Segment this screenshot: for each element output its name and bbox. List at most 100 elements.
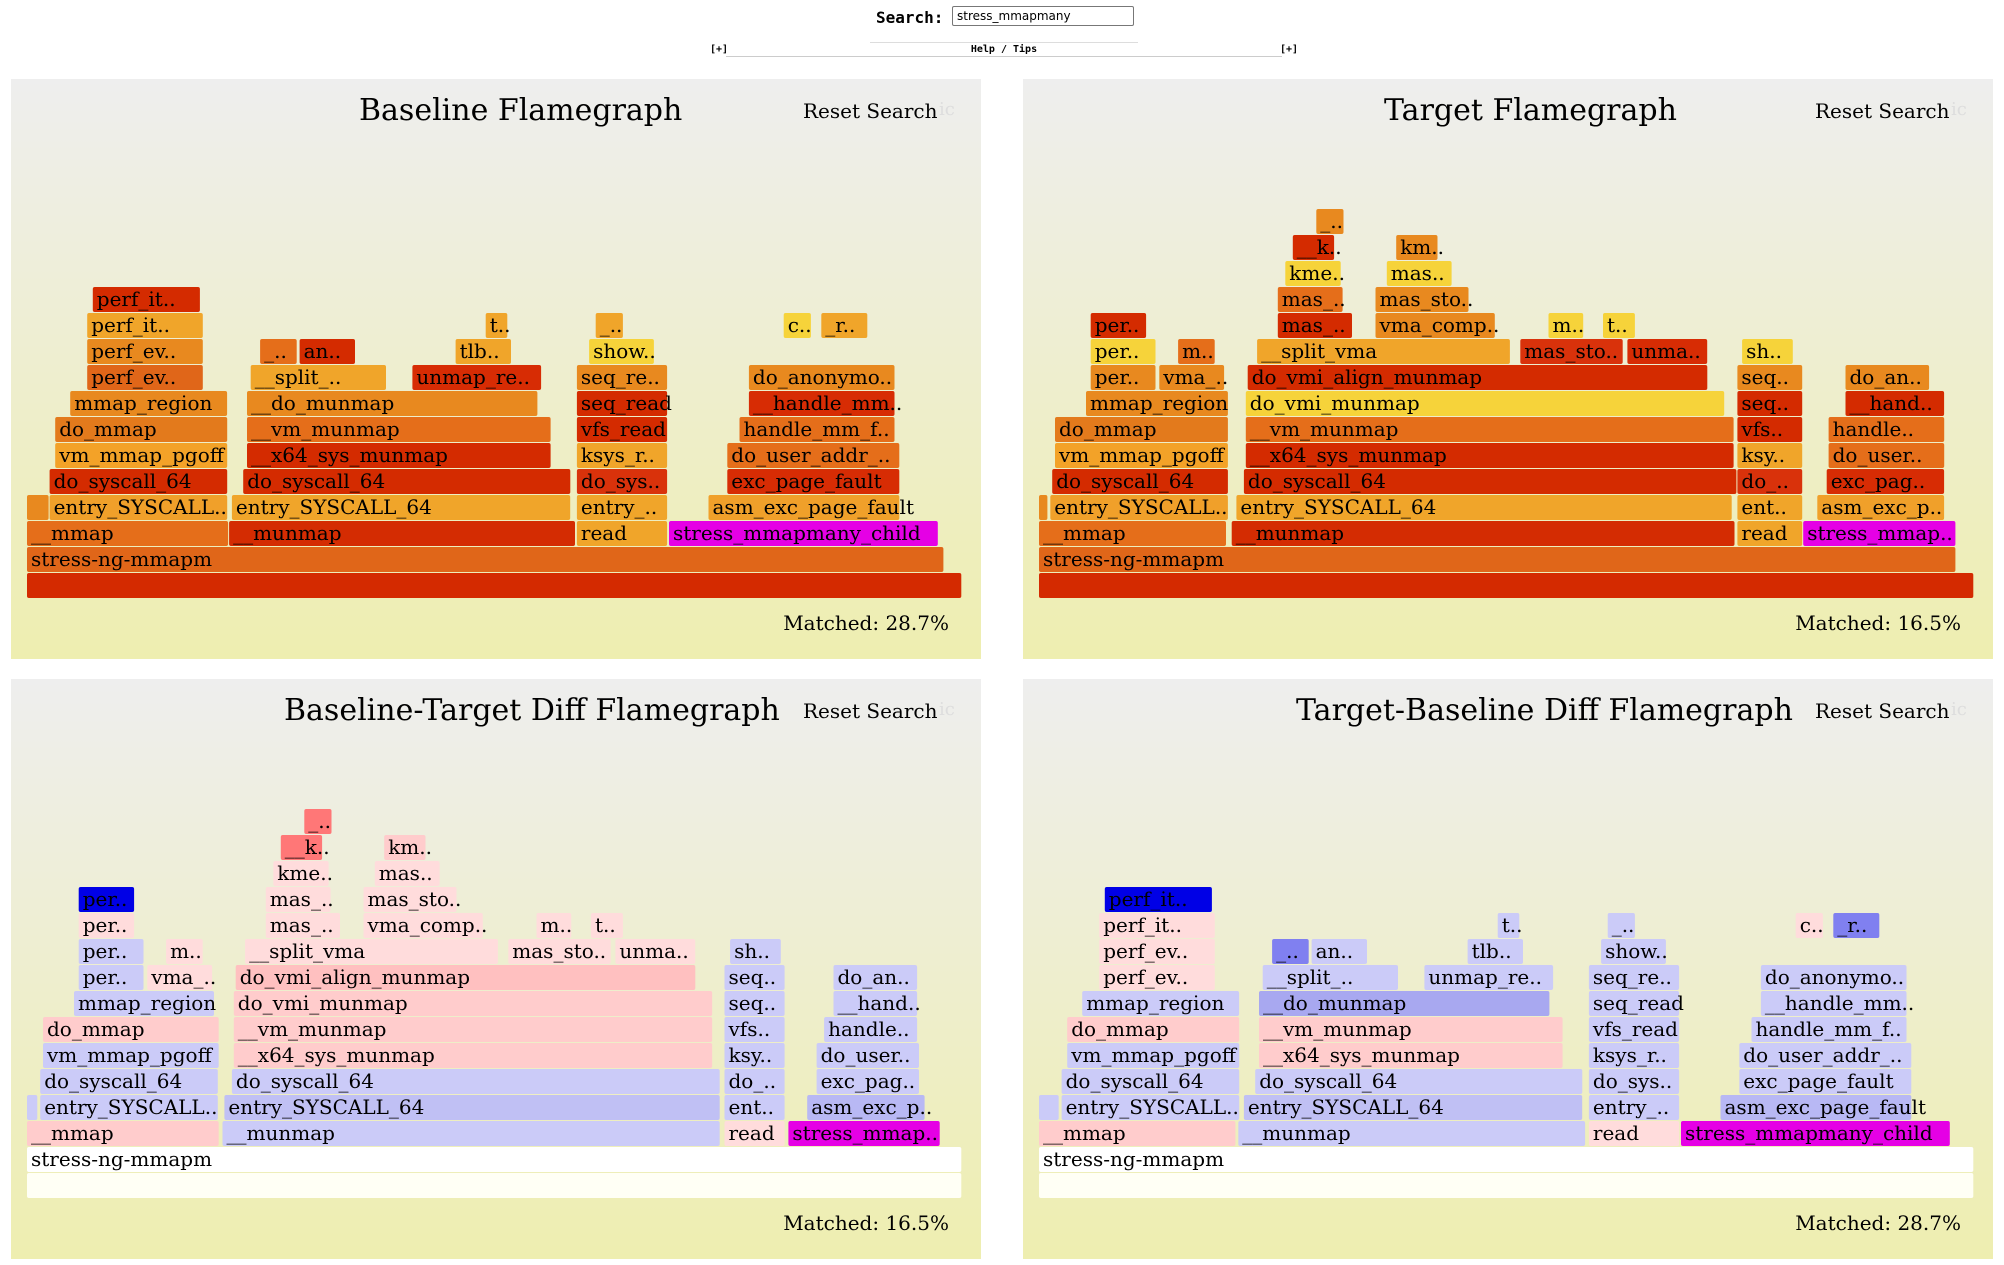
frame-rect[interactable] [1828, 417, 1945, 442]
frame[interactable]: do_user_addr_.. [1739, 1043, 1912, 1068]
frame-rect[interactable] [576, 521, 668, 546]
frame-rect[interactable] [27, 573, 962, 598]
frame-rect[interactable] [748, 365, 895, 390]
frame[interactable]: __mmap [27, 1121, 219, 1146]
frame-rect[interactable] [1424, 965, 1554, 990]
frame-rect[interactable] [243, 469, 571, 494]
frame[interactable]: __do_munmap [247, 391, 538, 416]
frame[interactable]: perf_ev.. [1099, 965, 1215, 990]
frame[interactable]: do_an.. [833, 965, 918, 990]
frame[interactable]: _r.. [821, 313, 868, 338]
frame[interactable]: read [1737, 521, 1803, 546]
frame[interactable]: seq_read [576, 391, 672, 416]
frame-rect[interactable] [78, 939, 144, 964]
frame[interactable]: do_anonymo.. [1760, 965, 1907, 990]
frame-rect[interactable] [247, 391, 538, 416]
frame-rect[interactable] [1737, 521, 1803, 546]
frame[interactable]: km.. [384, 835, 432, 860]
frame[interactable]: per.. [78, 939, 144, 964]
frame-rect[interactable] [1681, 1121, 1950, 1146]
frame[interactable]: do_anonymo.. [748, 365, 895, 390]
frame[interactable]: __x64_sys_munmap [233, 1043, 713, 1068]
reset-search-button[interactable]: Reset Search [1815, 699, 1950, 723]
frame[interactable]: km.. [1396, 235, 1444, 260]
frame[interactable]: __split_.. [1262, 965, 1398, 990]
frame[interactable]: do_syscall_64 [40, 1069, 218, 1094]
frame[interactable]: __vm_munmap [1245, 417, 1734, 442]
frame-rect[interactable] [1262, 965, 1398, 990]
frame-rect[interactable] [485, 313, 508, 338]
frame-rect[interactable] [27, 521, 229, 546]
frame-rect[interactable] [724, 1095, 785, 1120]
frame-rect[interactable] [147, 965, 213, 990]
frame[interactable]: do_user.. [1828, 443, 1945, 468]
frame[interactable]: __mmap [1039, 1121, 1236, 1146]
frame-rect[interactable] [1497, 913, 1520, 938]
frame-rect[interactable] [1803, 521, 1956, 546]
frame[interactable]: __split_vma [245, 939, 498, 964]
frame[interactable]: m.. [1548, 313, 1585, 338]
frame-rect[interactable] [78, 913, 135, 938]
frame[interactable]: read [724, 1121, 785, 1146]
frame[interactable]: ent.. [724, 1095, 785, 1120]
frame-rect[interactable] [304, 809, 332, 834]
frame[interactable]: __vm_munmap [1259, 1017, 1563, 1042]
frame[interactable]: exc_pag.. [1826, 469, 1945, 494]
frame-rect[interactable] [576, 365, 668, 390]
frame-rect[interactable] [1601, 939, 1666, 964]
frame[interactable]: __munmap [229, 521, 575, 546]
frame-rect[interactable] [49, 469, 228, 494]
frame-rect[interactable] [727, 443, 900, 468]
frame[interactable]: __x64_sys_munmap [247, 443, 551, 468]
frame[interactable]: per.. [1090, 365, 1156, 390]
frame[interactable]: stress_mmapmany_child [669, 521, 938, 546]
frame-rect[interactable] [724, 965, 785, 990]
frame-rect[interactable] [55, 443, 228, 468]
frame[interactable]: asm_exc_page_fault [1720, 1095, 1926, 1120]
frame[interactable]: vma_comp.. [1375, 313, 1500, 338]
frame[interactable]: entry_SYSCALL.. [40, 1095, 218, 1120]
frame-rect[interactable] [1588, 991, 1680, 1016]
frame-rect[interactable] [1247, 365, 1708, 390]
frame[interactable]: stress-ng-mmapm [1039, 1147, 1974, 1172]
frame-rect[interactable] [1607, 913, 1635, 938]
ic-toggle[interactable]: ic [1951, 99, 1967, 120]
frame[interactable]: an.. [299, 339, 355, 364]
help-expand-left-button[interactable]: [+] [710, 44, 729, 55]
frame[interactable]: ksy.. [1737, 443, 1803, 468]
frame-rect[interactable] [724, 1069, 785, 1094]
frame[interactable]: mmap_region [74, 991, 216, 1016]
frame-rect[interactable] [1245, 391, 1725, 416]
frame-rect[interactable] [299, 339, 355, 364]
frame-rect[interactable] [1316, 209, 1344, 234]
frame[interactable]: an.. [1311, 939, 1367, 964]
frame-rect[interactable] [1737, 365, 1803, 390]
frame-rect[interactable] [70, 391, 228, 416]
frame[interactable]: m.. [536, 913, 573, 938]
frame-rect[interactable] [247, 443, 551, 468]
frame-rect[interactable] [1055, 443, 1228, 468]
frame-rect[interactable] [724, 1043, 785, 1068]
frame[interactable]: seq_re.. [576, 365, 668, 390]
frame[interactable]: read [1588, 1121, 1680, 1146]
frame[interactable]: mas_sto.. [508, 939, 611, 964]
frame-rect[interactable] [1375, 287, 1469, 312]
frame-rect[interactable] [55, 417, 228, 442]
frame-rect[interactable] [231, 495, 571, 520]
frame-rect[interactable] [1159, 365, 1225, 390]
frame-rect[interactable] [1845, 391, 1945, 416]
frame-rect[interactable] [1090, 313, 1147, 338]
frame[interactable]: perf_it.. [1104, 887, 1212, 912]
frame-rect[interactable] [724, 1017, 785, 1042]
frame-rect[interactable] [363, 887, 457, 912]
frame[interactable]: do_sys.. [576, 469, 668, 494]
frame-rect[interactable] [1375, 313, 1495, 338]
frame-rect[interactable] [615, 939, 696, 964]
frame[interactable]: seq.. [724, 991, 785, 1016]
frame-rect[interactable] [1737, 469, 1803, 494]
frame[interactable]: entry_SYSCALL_64 [224, 1095, 720, 1120]
frame[interactable]: __vm_munmap [233, 1017, 713, 1042]
frame-rect[interactable] [1259, 1043, 1563, 1068]
frame-rect[interactable] [1099, 913, 1215, 938]
frame-rect[interactable] [250, 365, 386, 390]
